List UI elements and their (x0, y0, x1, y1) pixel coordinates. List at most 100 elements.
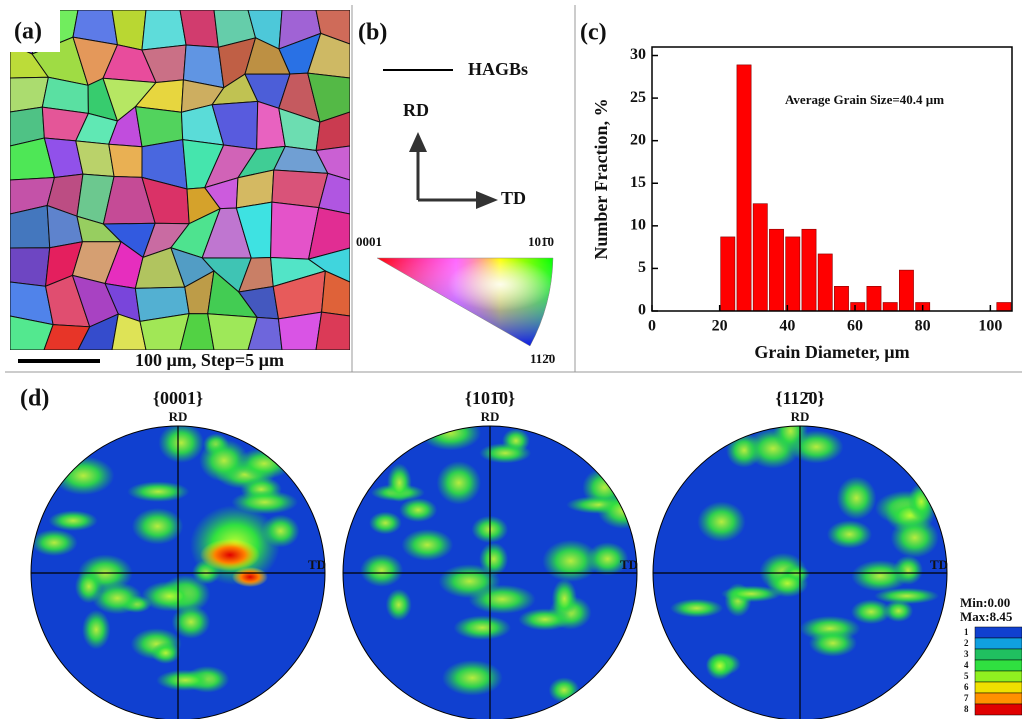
intensity-blob (199, 439, 249, 482)
y-tick-label: 20 (630, 131, 646, 148)
grain (316, 312, 350, 350)
axis-label: TD (930, 557, 948, 572)
axis-label: RD (403, 100, 429, 120)
pole-title: {101̄0} (465, 388, 515, 408)
colorbar-min: Min:0.00 (960, 595, 1010, 610)
bar (867, 286, 881, 311)
colorbar-level: 3 (964, 649, 969, 659)
bar (721, 237, 735, 311)
grain (272, 170, 328, 208)
intensity-blob (127, 481, 189, 502)
intensity-blob (851, 560, 908, 592)
intensity-blob (369, 512, 402, 535)
grain (109, 144, 142, 177)
y-tick-label: 25 (630, 89, 646, 106)
intensity-blob (518, 608, 571, 630)
colorbar-band (975, 682, 1022, 693)
intensity-blob (891, 518, 939, 558)
intensity-blob (789, 430, 843, 463)
x-tick-label: 60 (847, 318, 863, 335)
corner-label: 0001 (356, 234, 382, 249)
intensity-blob (454, 615, 511, 640)
legend-text: HAGBs (468, 59, 528, 79)
intensity-blob (387, 463, 412, 502)
bar (834, 286, 848, 311)
intensity-blob (670, 599, 723, 618)
colorbar-band (975, 693, 1022, 704)
intensity-blob (141, 581, 197, 611)
colorbar-level: 8 (964, 704, 969, 714)
scale-text: 100 µm, Step=5 µm (135, 350, 284, 370)
panel-label: (c) (580, 20, 607, 46)
intensity-blob (874, 588, 939, 604)
y-tick-label: 0 (638, 302, 646, 319)
colorbar-band (975, 671, 1022, 682)
corner-label: 101̄0 (528, 234, 554, 249)
intensity-blob (837, 476, 877, 519)
panel-label: (d) (20, 386, 49, 412)
bar (802, 229, 816, 311)
axis-label: TD (501, 188, 526, 208)
intensity-blob (360, 554, 403, 587)
colorbar-band (975, 704, 1022, 715)
x-tick-label: 40 (779, 318, 795, 335)
intensity-blob (851, 599, 891, 624)
intensity-blob (468, 585, 535, 614)
intensity-blob (158, 423, 204, 463)
bar (851, 302, 865, 311)
bar (818, 254, 832, 311)
x-tick-label: 80 (915, 318, 931, 335)
figure: (a) 100 µm, Step=5 µm (b) HAGBs RD TD 00… (0, 0, 1022, 719)
colorbar-level: 6 (964, 682, 969, 692)
y-tick-label: 10 (630, 217, 646, 234)
intensity-blob (132, 508, 183, 545)
intensity-blob (479, 542, 508, 575)
axis-label: TD (308, 557, 326, 572)
colorbar-level: 2 (964, 638, 969, 648)
grain (180, 10, 218, 47)
colorbar-level: 4 (964, 660, 969, 670)
y-tick-label: 30 (630, 46, 646, 63)
ebsd-map (10, 10, 350, 350)
grain (10, 248, 50, 287)
colorbar-band (975, 660, 1022, 671)
x-tick-label: 20 (712, 318, 728, 335)
pole-title: {112̄0} (775, 388, 824, 408)
intensity-blob (827, 520, 872, 548)
colorbar-band (975, 649, 1022, 660)
intensity-blob (200, 539, 260, 571)
bar (899, 270, 913, 311)
intensity-blob (809, 629, 857, 656)
intensity-blob (442, 660, 503, 696)
pole-title: {0001} (153, 388, 203, 408)
y-tick-label: 5 (638, 259, 646, 276)
intensity-blob (92, 582, 143, 614)
x-tick-label: 0 (648, 318, 656, 335)
panel-label: (a) (14, 19, 42, 45)
intensity-blob (232, 567, 268, 587)
colorbar-level: 1 (964, 627, 969, 637)
annotation: Average Grain Size=40.4 µm (785, 92, 944, 107)
y-tick-label: 15 (630, 174, 646, 191)
axis-label: RD (481, 409, 500, 424)
colorbar-level: 5 (964, 671, 969, 681)
intensity-blob (49, 510, 98, 531)
panel-label: (b) (358, 20, 387, 46)
intensity-blob (767, 570, 808, 598)
bar (786, 237, 800, 311)
bar (997, 302, 1011, 311)
intensity-blob (399, 498, 437, 522)
axis-label: RD (791, 409, 810, 424)
intensity-blob (401, 529, 453, 561)
intensity-blob (479, 443, 531, 463)
axis-label: TD (620, 557, 638, 572)
intensity-blob (697, 501, 745, 542)
x-tick-label: 100 (978, 318, 1002, 335)
intensity-blob (156, 670, 214, 691)
colorbar-level: 7 (964, 693, 969, 703)
axis-label: RD (169, 409, 188, 424)
colorbar-max: Max:8.45 (960, 609, 1013, 624)
bar (883, 302, 897, 311)
grain (142, 10, 186, 50)
intensity-blob (82, 610, 110, 650)
